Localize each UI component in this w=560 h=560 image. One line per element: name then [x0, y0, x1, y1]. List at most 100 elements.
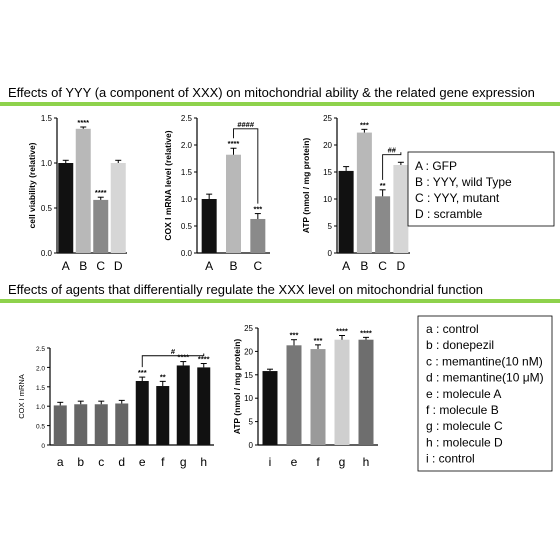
- legend-item: a : control: [426, 322, 479, 336]
- significance-label: **: [160, 372, 166, 381]
- bar: [197, 367, 211, 445]
- y-tick-label: 1.0: [181, 195, 193, 204]
- legend-item: D : scramble: [415, 207, 483, 221]
- bar: [201, 199, 217, 253]
- legend-item: e : molecule A: [426, 387, 501, 401]
- y-tick-label: 20: [244, 347, 253, 356]
- x-tick-label: g: [339, 455, 346, 469]
- legend-top-box: [407, 151, 555, 227]
- x-tick-label: d: [118, 455, 125, 469]
- chart-cell-viability: 0.0 0.5 1.0 1.5 cell viability (relative) A **…: [27, 114, 127, 273]
- significance-label: ****: [228, 139, 240, 148]
- x-tick-label: D: [114, 259, 123, 273]
- legend-item: d : memantine(10 μM): [426, 371, 544, 385]
- y-tick-label: 15: [323, 168, 332, 177]
- x-tick-label: A: [342, 259, 350, 273]
- legend-item: g : molecule C: [426, 419, 503, 433]
- comparison-bracket: [141, 353, 205, 368]
- bar: [74, 404, 88, 445]
- bar: [226, 154, 241, 253]
- x-tick-label: A: [205, 259, 213, 273]
- section-title-top: Effects of YYY (a component of XXX) on m…: [8, 85, 535, 100]
- bar: [176, 365, 190, 445]
- y-tick-label: 0.0: [181, 249, 193, 258]
- x-tick-label: D: [397, 259, 406, 273]
- bar: [135, 380, 149, 445]
- y-tick-label: 5: [328, 222, 333, 231]
- x-tick-label: C: [96, 259, 105, 273]
- y-tick-label: 1.0: [36, 404, 45, 411]
- x-tick-label: h: [200, 455, 207, 469]
- y-axis-label: ATP (nmol / mg protein): [301, 138, 311, 234]
- chart-cox1-mrna-bottom: 0 0.5 1.0 1.5 2.0 2.5 COX I mRNA a b c d *** e ** f ***…: [17, 346, 214, 469]
- bracket-label: ####: [237, 120, 255, 129]
- chart-cox1-mrna-top: 0.0 0.5 1.0 1.5 2.0 2.5 COX I mRNA level (rela…: [163, 114, 270, 273]
- bar: [75, 128, 91, 253]
- y-tick-label: 1.5: [36, 385, 45, 392]
- bar: [358, 339, 374, 445]
- significance-label: ***: [360, 120, 369, 129]
- bar: [262, 371, 278, 445]
- x-tick-label: i: [269, 455, 272, 469]
- x-tick-label: g: [180, 455, 187, 469]
- comparison-bracket: [233, 128, 259, 204]
- chart-atp-top: 0 5 10 15 20 25 ATP (nmol / mg protein) A *** B **…: [301, 114, 410, 273]
- bar: [338, 170, 354, 253]
- legend-item: C : YYY, mutant: [415, 191, 500, 205]
- y-tick-label: 0: [328, 249, 333, 258]
- y-tick-label: 0.0: [41, 249, 53, 258]
- y-tick-label: 5: [249, 418, 254, 427]
- y-tick-label: 0: [249, 441, 254, 450]
- legend-item: c : memantine(10 nM): [426, 354, 543, 368]
- section-title-bottom: Effects of agents that differentially re…: [8, 282, 483, 297]
- y-tick-label: 0.5: [41, 204, 53, 213]
- y-tick-label: 2.5: [181, 114, 193, 123]
- y-tick-label: 15: [244, 371, 253, 380]
- legend-bottom-box: [417, 315, 553, 472]
- significance-label: ****: [360, 328, 372, 337]
- bar: [93, 199, 109, 253]
- x-tick-label: f: [161, 455, 165, 469]
- bar: [334, 339, 350, 445]
- significance-label: ****: [77, 118, 89, 127]
- legend-item: i : control: [426, 452, 475, 466]
- significance-label: **: [380, 181, 386, 190]
- legend-top: A : GFP B : YYY, wild Type C : YYY, mutant…: [407, 151, 555, 227]
- x-tick-label: h: [363, 455, 370, 469]
- bar: [356, 132, 372, 253]
- y-axis-label: COX I mRNA level (relative): [163, 130, 173, 240]
- x-tick-label: e: [291, 455, 298, 469]
- bar: [115, 403, 129, 445]
- bar: [94, 404, 108, 445]
- bar: [58, 163, 74, 253]
- bar: [53, 405, 67, 445]
- legend-bottom: a : control b : donepezil c : memantine(10…: [417, 315, 553, 472]
- y-axis-label: COX I mRNA: [17, 374, 26, 419]
- bar: [393, 164, 409, 253]
- legend-item: b : donepezil: [426, 338, 494, 352]
- bracket-label: #: [171, 347, 176, 356]
- significance-label: ****: [198, 355, 210, 364]
- y-axis-label: ATP (nmol / mg protein): [232, 339, 242, 435]
- bar: [250, 218, 266, 253]
- x-tick-label: A: [62, 259, 70, 273]
- x-tick-label: B: [229, 259, 237, 273]
- bar: [286, 345, 302, 445]
- x-tick-label: C: [378, 259, 387, 273]
- legend-item: h : molecule D: [426, 435, 503, 449]
- y-tick-label: 20: [323, 141, 332, 150]
- divider-top: [0, 102, 560, 106]
- bar: [375, 196, 391, 253]
- y-tick-label: 2.0: [36, 365, 45, 372]
- divider-bottom: [0, 299, 560, 303]
- significance-label: ****: [336, 326, 348, 335]
- y-tick-label: 2.5: [36, 346, 45, 353]
- significance-label: ****: [95, 188, 107, 197]
- x-tick-label: e: [139, 455, 146, 469]
- significance-label: ***: [290, 331, 299, 340]
- y-tick-label: 0: [41, 443, 45, 450]
- x-tick-label: a: [57, 455, 64, 469]
- x-tick-label: b: [77, 455, 84, 469]
- y-tick-label: 25: [323, 114, 332, 123]
